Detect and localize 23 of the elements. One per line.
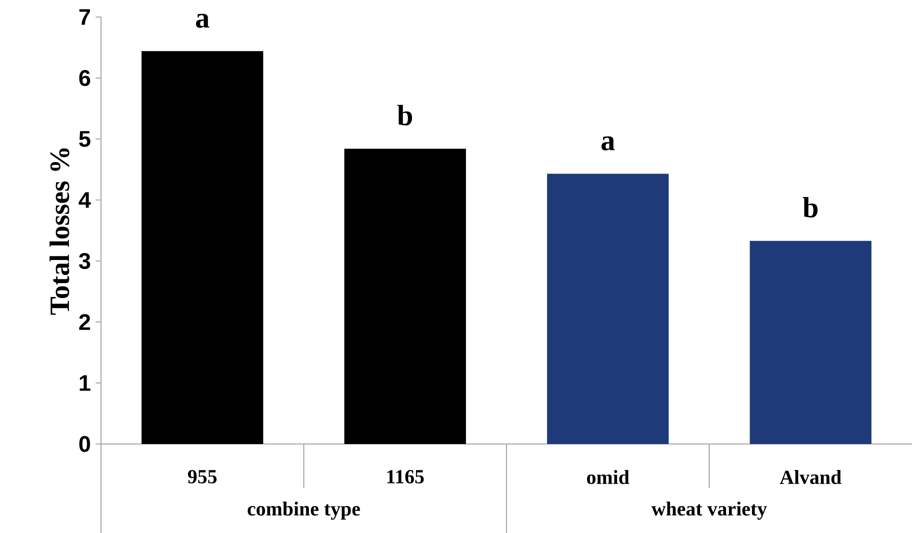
x-tick-label: 1165 [387,470,424,484]
annotation: b [397,104,412,126]
y-tick-label: 6 [79,70,90,86]
x-tick-label: 955 [188,470,217,484]
bar [750,240,872,444]
y-axis-title: Total losses % [50,148,70,315]
y-tick-label: 5 [79,131,90,147]
bar [142,51,264,444]
y-tick-label: 3 [78,252,90,270]
text: combine type [248,502,360,520]
x-tick-label: omid [587,470,630,484]
bar [547,174,669,444]
annotation: a [602,136,615,150]
bar [344,148,466,444]
y-tick-label: 0 [79,436,90,452]
y-tick-label: 2 [79,314,90,330]
annotation: a [196,14,210,28]
y-tick-label: 4 [78,192,91,208]
y-tick-label: 7 [79,9,90,25]
text: wheat variety [651,502,767,520]
x-tick-label: Alvand [780,470,842,484]
annotation: b [802,196,818,218]
y-tick-label: 1 [80,375,90,391]
